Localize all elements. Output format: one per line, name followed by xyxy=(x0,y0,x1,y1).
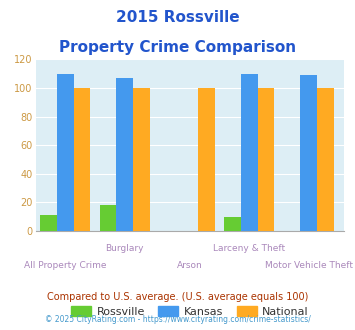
Text: Property Crime Comparison: Property Crime Comparison xyxy=(59,40,296,54)
Text: Motor Vehicle Theft: Motor Vehicle Theft xyxy=(265,261,353,270)
Bar xyxy=(57,74,73,231)
Bar xyxy=(116,78,133,231)
Text: All Property Crime: All Property Crime xyxy=(24,261,106,270)
Bar xyxy=(198,88,215,231)
Legend: Rossville, Kansas, National: Rossville, Kansas, National xyxy=(67,302,313,321)
Bar xyxy=(73,88,90,231)
Bar xyxy=(133,88,149,231)
Text: Burglary: Burglary xyxy=(105,244,144,253)
Bar xyxy=(300,75,317,231)
Text: © 2025 CityRating.com - https://www.cityrating.com/crime-statistics/: © 2025 CityRating.com - https://www.city… xyxy=(45,315,310,324)
Bar xyxy=(40,215,57,231)
Bar xyxy=(100,205,116,231)
Bar xyxy=(224,217,241,231)
Bar xyxy=(258,88,274,231)
Bar xyxy=(317,88,334,231)
Text: Arson: Arson xyxy=(177,261,203,270)
Text: 2015 Rossville: 2015 Rossville xyxy=(116,10,239,25)
Bar xyxy=(241,74,258,231)
Text: Compared to U.S. average. (U.S. average equals 100): Compared to U.S. average. (U.S. average … xyxy=(47,292,308,302)
Text: Larceny & Theft: Larceny & Theft xyxy=(213,244,285,253)
